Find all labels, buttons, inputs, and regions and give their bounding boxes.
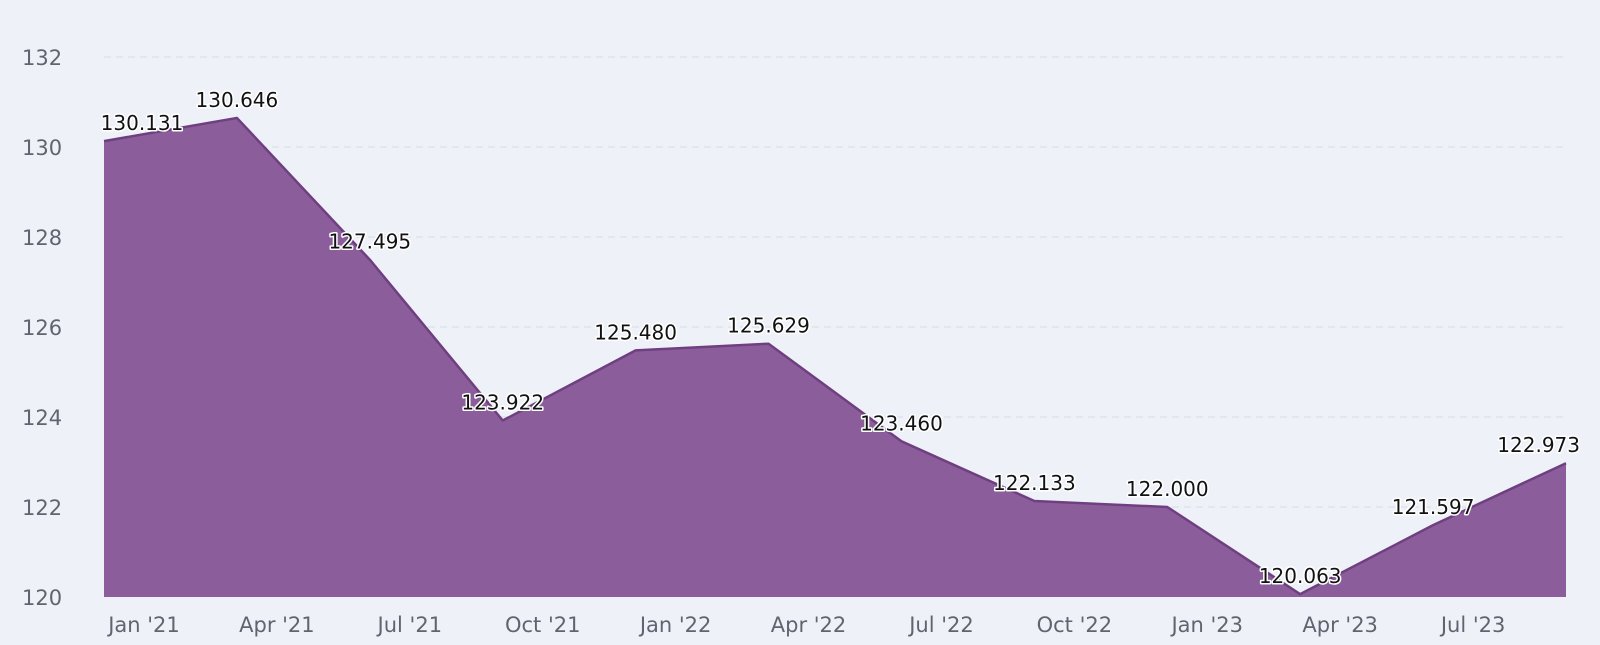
y-tick-label: 128 <box>22 226 62 250</box>
x-tick-label: Jul '21 <box>376 613 443 637</box>
y-tick-label: 120 <box>22 586 62 610</box>
data-label: 125.480 <box>594 320 677 344</box>
x-tick-label: Jul '22 <box>907 613 974 637</box>
x-tick-label: Jan '21 <box>106 613 180 637</box>
data-label: 127.495 <box>328 230 411 254</box>
series-area <box>103 116 1567 598</box>
data-label: 130.131 <box>101 111 184 135</box>
x-axis-ticks: Jan '21 Apr '21 Jul '21 Oct '21 Jan '22 Apr '… <box>106 613 1505 637</box>
y-tick-label: 126 <box>22 316 62 340</box>
x-tick-label: Jan '23 <box>1169 613 1243 637</box>
data-labels: 130.131 130.646 127.495 123.922 125.480 125.6… <box>99 86 1581 589</box>
x-tick-label: Oct '21 <box>505 613 580 637</box>
x-tick-label: Oct '22 <box>1037 613 1112 637</box>
data-label: 130.646 <box>196 88 279 112</box>
data-label: 121.597 <box>1392 495 1475 519</box>
x-tick-label: Apr '23 <box>1302 613 1378 637</box>
area-fill <box>104 117 1566 598</box>
data-label: 122.133 <box>993 471 1076 495</box>
data-label: 123.460 <box>860 411 943 435</box>
data-label: 123.922 <box>461 391 544 415</box>
y-tick-label: 132 <box>22 46 62 70</box>
y-tick-label: 124 <box>22 406 62 430</box>
y-tick-label: 122 <box>22 496 62 520</box>
data-label: 122.000 <box>1126 477 1209 501</box>
data-label: 122.973 <box>1497 433 1580 457</box>
y-axis-ticks: 120 122 124 126 128 130 132 <box>22 46 62 610</box>
y-tick-label: 130 <box>22 136 62 160</box>
x-tick-label: Jan '22 <box>638 613 712 637</box>
x-tick-label: Apr '22 <box>771 613 847 637</box>
data-label: 120.063 <box>1259 564 1342 588</box>
data-label: 125.629 <box>727 314 810 338</box>
x-tick-label: Jul '23 <box>1439 613 1506 637</box>
series-line <box>103 116 1567 596</box>
x-tick-label: Apr '21 <box>239 613 315 637</box>
